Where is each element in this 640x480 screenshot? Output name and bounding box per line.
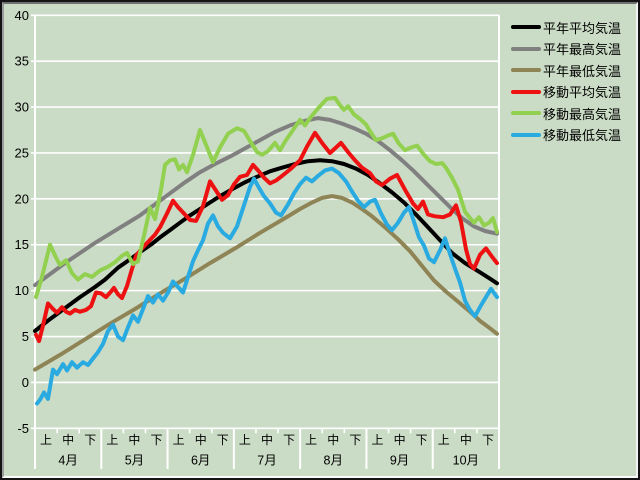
- x-axis-period-label: 下: [283, 433, 295, 447]
- y-axis-tick-label: 25: [15, 145, 29, 160]
- x-axis-period-label: 下: [349, 433, 361, 447]
- y-axis-tick-label: 15: [15, 237, 29, 252]
- legend-label: 移動最低気温: [543, 128, 622, 143]
- x-axis-period-label: 中: [394, 432, 406, 447]
- x-axis-period-label: 下: [482, 433, 494, 447]
- y-axis-tick-label: 35: [15, 54, 29, 69]
- y-axis-tick-label: 30: [15, 100, 29, 115]
- x-axis-period-label: 中: [128, 432, 140, 447]
- legend-item-3[interactable]: 平年最低気温: [511, 60, 621, 80]
- x-axis-month-label: 7月: [257, 453, 276, 467]
- legend-label: 平年最低気温: [543, 63, 622, 79]
- x-axis-month-label: 5月: [125, 453, 144, 467]
- legend-label: 平年平均気温: [543, 20, 622, 36]
- x-axis-period-label: 中: [195, 432, 207, 447]
- series-line-6[interactable]: [35, 166, 499, 406]
- legend-label: 移動最高気温: [543, 106, 622, 122]
- series-line-5[interactable]: [34, 95, 499, 300]
- x-axis-period-label: 下: [151, 433, 163, 447]
- y-axis-tick-label: -5: [17, 421, 29, 436]
- x-axis-month-label: 9月: [390, 453, 409, 467]
- chart-legend: 平年平均気温 平年最高気温 平年最低気温 移動平均気温 移動最高気温 移動最低気温: [511, 0, 639, 160]
- x-axis-period-label: 上: [40, 433, 52, 447]
- legend-line-sample: [511, 132, 541, 137]
- x-axis-period-label: 中: [261, 432, 273, 447]
- x-axis-month-label: 4月: [58, 453, 77, 467]
- legend-label: 移動平均気温: [543, 85, 622, 100]
- x-axis-period-label: 上: [173, 433, 185, 447]
- x-axis-period-label: 下: [217, 433, 229, 447]
- x-axis-period-label: 上: [239, 433, 251, 447]
- legend-item-6[interactable]: 移動最低気温: [511, 125, 621, 145]
- x-axis-period-label: 下: [416, 433, 428, 447]
- y-axis-tick-label: 0: [22, 375, 29, 390]
- legend-line-sample: [511, 25, 541, 29]
- legend-item-5[interactable]: 移動最高気温: [511, 103, 621, 123]
- x-axis-period-label: 下: [84, 433, 96, 447]
- x-axis-month-label: 6月: [191, 453, 210, 467]
- x-axis-period-label: 上: [438, 433, 450, 447]
- legend-line-sample: [511, 46, 541, 51]
- series-line-2[interactable]: [33, 116, 499, 288]
- legend-line-sample: [511, 68, 541, 72]
- legend-label: 平年最高気温: [543, 42, 622, 57]
- x-axis-period-label: 中: [327, 432, 339, 447]
- x-axis-period-label: 上: [305, 433, 317, 447]
- y-axis-tick-label: 5: [22, 329, 29, 344]
- y-axis-tick-label: 40: [15, 8, 29, 23]
- y-axis-tick-label: 10: [15, 283, 29, 298]
- legend-item-2[interactable]: 平年最高気温: [511, 39, 621, 59]
- x-axis-month-label: 8月: [324, 453, 343, 467]
- x-axis-period-label: 上: [106, 433, 118, 447]
- legend-item-4[interactable]: 移動平均気温: [511, 82, 621, 102]
- legend-item-1[interactable]: 平年平均気温: [511, 17, 621, 37]
- x-axis-period-label: 中: [62, 432, 74, 447]
- legend-line-sample: [511, 89, 541, 94]
- series-line-4[interactable]: [34, 130, 499, 344]
- x-axis-period-label: 中: [460, 432, 472, 447]
- x-axis-period-label: 上: [371, 433, 383, 447]
- legend-line-sample: [511, 111, 541, 115]
- y-axis-tick-label: 20: [15, 191, 29, 206]
- x-axis-month-label: 10月: [453, 453, 479, 467]
